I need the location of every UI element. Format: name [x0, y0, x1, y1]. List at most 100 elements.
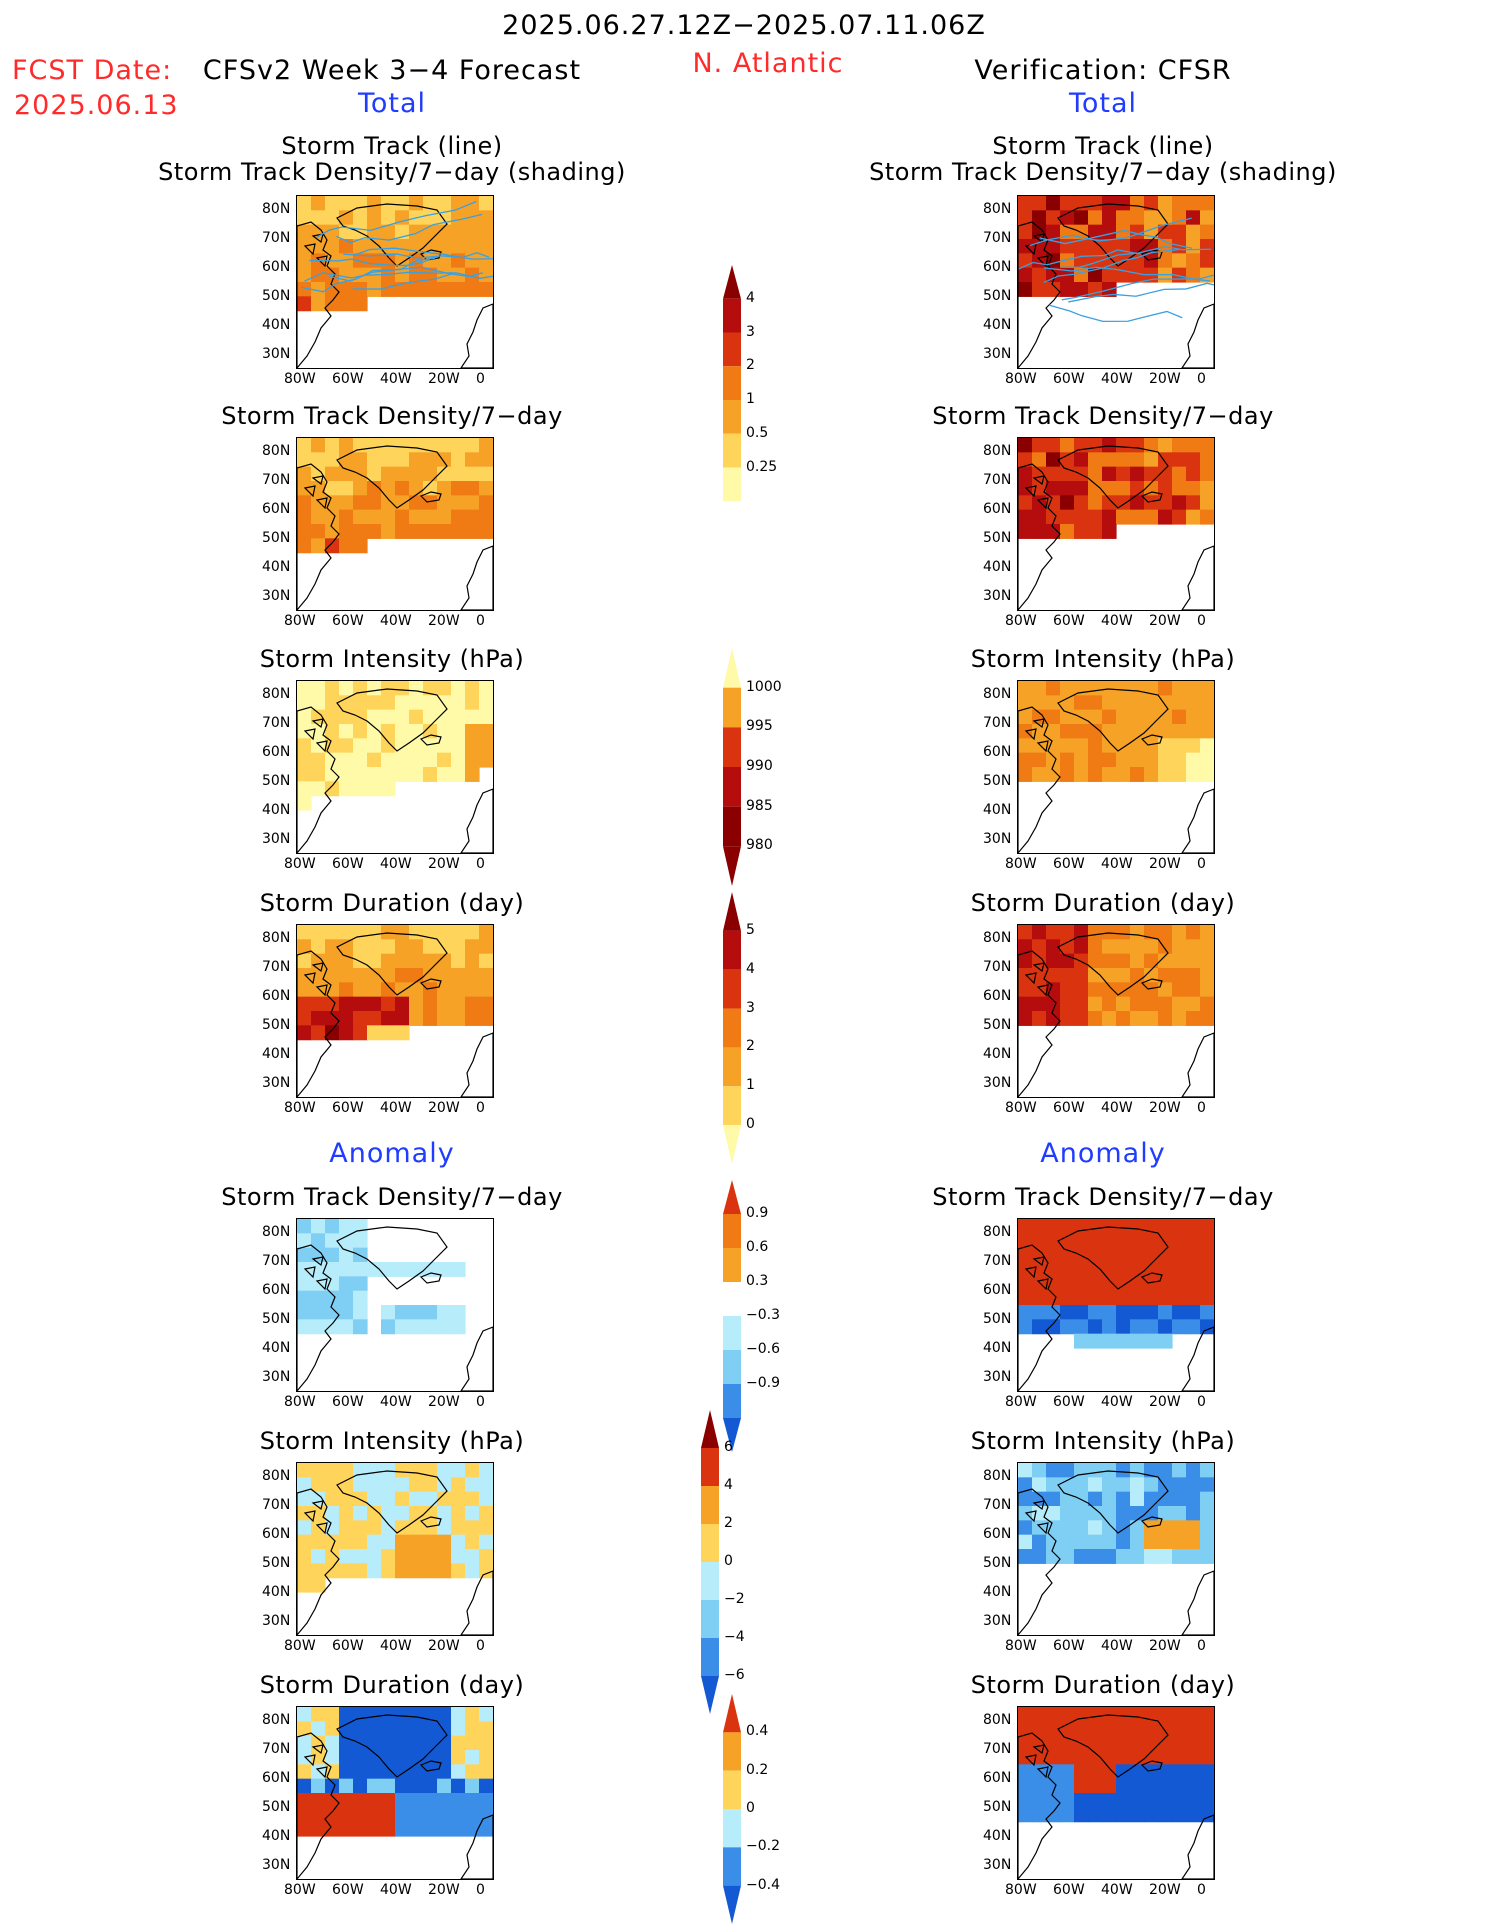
field-cell [1116, 1506, 1131, 1521]
field-cell [1186, 681, 1201, 696]
field-cell [1158, 738, 1173, 754]
field-cell [367, 438, 382, 453]
field-cell [465, 466, 480, 482]
field-cell [479, 1563, 493, 1579]
storm-track-line [1043, 266, 1211, 282]
field-cell [339, 438, 354, 453]
title-density-left: Storm Track Density/7−day [221, 402, 563, 430]
field-cell [395, 509, 410, 525]
coastline [1140, 1272, 1163, 1284]
field-cell [479, 996, 493, 1012]
lat-tick-label: 70N [983, 230, 1012, 246]
field-cell [423, 996, 438, 1012]
field-cell [1018, 196, 1033, 211]
lon-tick-label: 60W [1053, 371, 1085, 387]
field-cell [1046, 996, 1061, 1012]
coastline [336, 445, 448, 509]
field-cell [409, 452, 424, 468]
field-cell [1172, 452, 1187, 468]
field-cell [1102, 968, 1117, 983]
field-cell [395, 1778, 410, 1794]
field-cell [1158, 1011, 1173, 1026]
field-cell [367, 524, 382, 539]
field-cell [1060, 196, 1075, 211]
field-cell [1074, 1319, 1089, 1335]
field-cell [1032, 452, 1047, 468]
field-cell [1116, 509, 1131, 525]
field-cell [311, 1219, 326, 1234]
field-cell [479, 709, 493, 725]
field-cell [395, 1563, 410, 1579]
field-cell [395, 1319, 410, 1335]
lat-tick-label: 40N [262, 1046, 291, 1062]
field-cell [325, 752, 340, 768]
field-cell [437, 239, 452, 254]
field-cell [1018, 1477, 1033, 1493]
field-cell [1200, 1319, 1214, 1335]
field-cell [451, 925, 466, 940]
field-cell [1130, 1764, 1145, 1780]
field-cell [479, 1707, 493, 1722]
field-cell [1088, 1534, 1103, 1550]
lon-tick-label: 0 [1197, 1882, 1206, 1898]
field-cell [479, 1534, 493, 1550]
lat-tick-label: 50N [262, 1555, 291, 1571]
field-cell [1200, 1764, 1214, 1780]
field-cell [339, 1219, 354, 1234]
field-cell [409, 1520, 424, 1536]
field-cell [465, 481, 480, 496]
field-cell [311, 996, 326, 1012]
field-cell [1144, 1247, 1159, 1263]
field-cell [1158, 224, 1173, 240]
field-cell [1046, 267, 1061, 283]
field-cell [339, 925, 354, 940]
field-cell [339, 1534, 354, 1550]
map-intensity-right [1017, 680, 1215, 854]
field-cell [1088, 466, 1103, 482]
coastline [303, 728, 316, 741]
colorbar-label: −0.4 [746, 1876, 780, 1893]
field-cell [1200, 709, 1214, 725]
field-cell [1046, 1520, 1061, 1536]
field-cell [1088, 495, 1103, 511]
field-cell [1130, 1721, 1145, 1737]
field-cell [465, 1707, 480, 1722]
lat-tick-label: 30N [262, 1369, 291, 1385]
colorbar-segment [723, 930, 741, 970]
coastline [1036, 1278, 1049, 1291]
field-cell [1088, 509, 1103, 525]
field-cell [1158, 724, 1173, 739]
field-cell [465, 452, 480, 468]
field-cell [479, 1750, 493, 1765]
field-cell [1144, 1534, 1159, 1550]
field-cell [1060, 1707, 1075, 1722]
field-cell [1186, 1491, 1201, 1507]
field-cell [297, 1233, 312, 1249]
field-cell [1102, 1534, 1117, 1550]
field-cell [1046, 1247, 1061, 1263]
coastline [1018, 221, 1061, 368]
field-cell [1158, 1219, 1173, 1234]
field-cell [1186, 1305, 1201, 1320]
field-cell [409, 196, 424, 211]
lon-tick-label: 40W [380, 613, 412, 629]
field-cell [297, 509, 312, 525]
field-cell [1074, 1290, 1089, 1306]
field-cell [1074, 1477, 1089, 1493]
field-cell [1200, 1247, 1214, 1263]
field-cell [451, 709, 466, 725]
field-cell [1102, 1707, 1117, 1722]
lon-tick-label: 40W [380, 1882, 412, 1898]
field-cell [451, 1011, 466, 1026]
field-cell [1158, 709, 1173, 725]
field-cell [1172, 1319, 1187, 1335]
field-cell [1060, 996, 1075, 1012]
field-cell [1144, 738, 1159, 754]
field-cell [1102, 1793, 1117, 1808]
map-density-anom-left [296, 1218, 494, 1392]
lon-tick-label: 20W [1149, 371, 1181, 387]
field-cell [1200, 210, 1214, 226]
field-cell [1186, 1534, 1201, 1550]
field-cell [465, 210, 480, 226]
coastline [460, 303, 493, 368]
